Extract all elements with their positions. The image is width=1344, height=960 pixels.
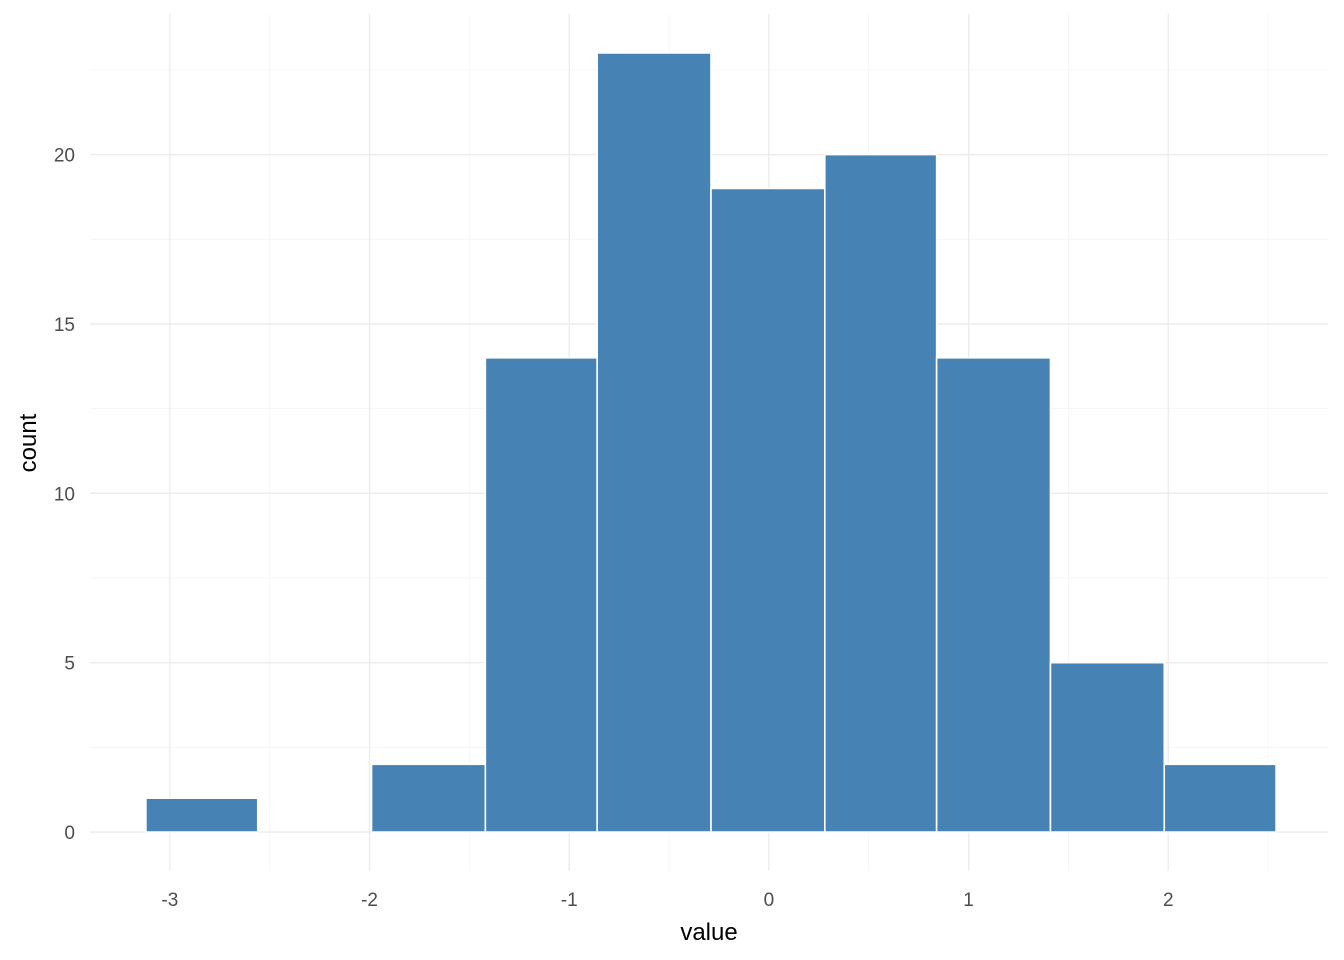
histogram-bar [710,187,826,833]
x-axis-title: value [680,919,737,946]
histogram-bar [596,52,712,833]
y-axis-title: count [15,413,42,472]
histogram-bar [935,357,1052,833]
y-tick-label: 10 [54,484,75,505]
histogram-bar [1163,763,1277,833]
x-tick-label: 1 [963,890,974,911]
y-tick-label: 0 [64,823,75,844]
histogram-bar [145,797,259,833]
y-tick-label: 15 [54,315,75,336]
x-tick-label: -2 [361,890,378,911]
histogram-bar [370,763,487,833]
x-tick-label: 0 [764,890,775,911]
x-tick-label: -3 [161,890,178,911]
histogram-bars [145,52,1277,833]
y-tick-label: 20 [54,146,75,167]
x-axis-ticks: -3 -2 -1 0 1 2 [161,890,1173,911]
histogram-bar [824,153,938,833]
y-axis-ticks: 0 5 10 15 20 [54,146,75,844]
x-tick-label: 2 [1163,890,1174,911]
y-tick-label: 5 [64,654,75,675]
histogram-bar [484,357,598,833]
histogram-bar [1049,661,1166,833]
x-tick-label: -1 [561,890,578,911]
